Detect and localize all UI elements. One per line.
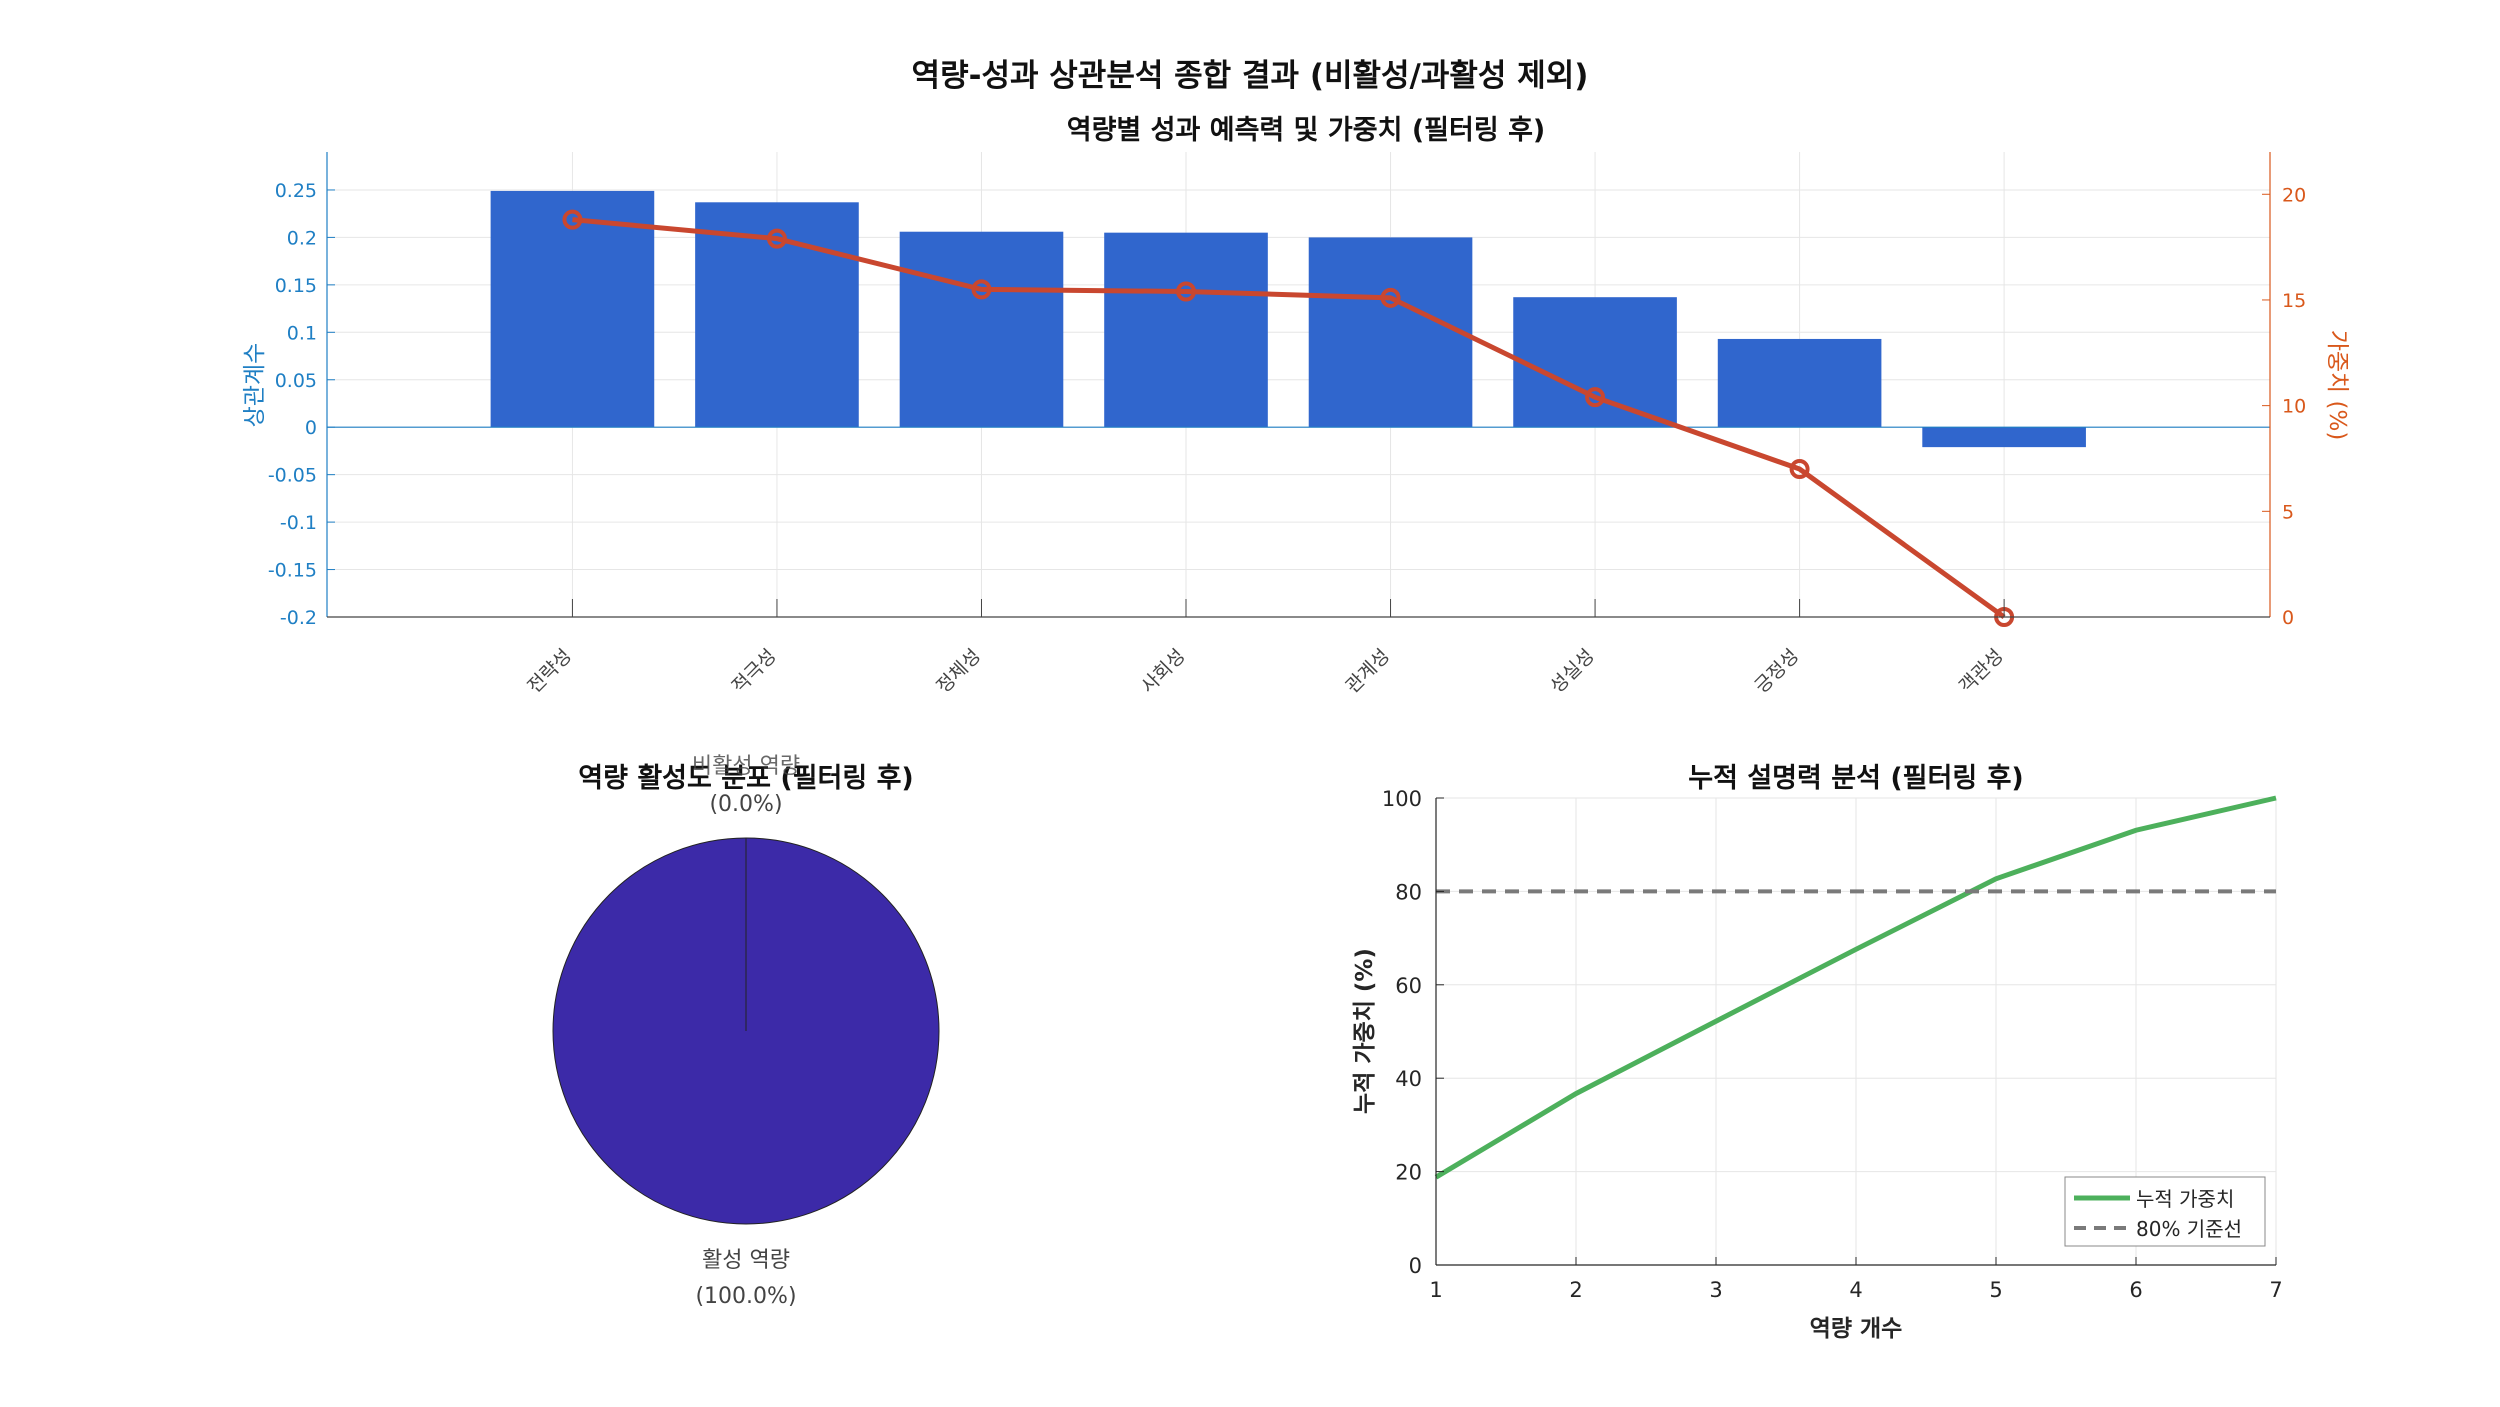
x-tick-label: 6 — [2129, 1278, 2142, 1302]
cumulative-xlabel: 역량 개수 — [1810, 1316, 1903, 1342]
x-tick-label: 전략성 — [523, 645, 576, 698]
bar-chart-title: 역량별 성과 예측력 및 가중치 (필터링 후) — [1067, 115, 1546, 146]
weight-marker — [1176, 281, 1197, 302]
x-tick-label: 객관성 — [1955, 645, 2008, 698]
bar-weight-chart: 역량별 성과 예측력 및 가중치 (필터링 후) -0.2 -0.15 -0.1 -0… — [242, 115, 2350, 698]
y-tick-label: 80 — [1395, 880, 1422, 904]
activity-pie-chart: 역량 활성도 분포 (필터링 후) 비활성 역량 (0.0%) 활성 역량 (1… — [552, 754, 940, 1309]
x-tick-label: 1 — [1429, 1278, 1442, 1302]
correlation-bar — [899, 231, 1064, 428]
legend-label-threshold: 80% 기준선 — [2136, 1217, 2242, 1241]
pie-percent-active: (100.0%) — [695, 1284, 796, 1309]
x-tick-label: 7 — [2269, 1278, 2282, 1302]
x-tick-label: 5 — [1989, 1278, 2002, 1302]
left-tick-label: -0.1 — [280, 512, 317, 534]
x-tick-label: 관계성 — [1341, 645, 1394, 698]
y-tick-label: 0 — [1409, 1254, 1422, 1278]
left-tick-label: 0.1 — [287, 322, 317, 344]
x-tick-label: 2 — [1569, 1278, 1582, 1302]
x-tick-label: 사회성 — [1137, 645, 1190, 698]
left-tick-label: 0.15 — [275, 275, 317, 297]
left-tick-label: 0.2 — [287, 227, 317, 249]
left-tick-label: 0.05 — [275, 370, 317, 392]
weight-marker — [1789, 459, 1810, 480]
weight-line-series — [562, 209, 2015, 627]
cumulative-axes: 1 2 3 4 5 6 7 0 20 40 60 80 100 — [1382, 787, 2283, 1302]
pie-label-inactive: 비활성 역량 — [692, 754, 800, 779]
pie-label-active: 활성 역량 — [702, 1248, 790, 1273]
weight-marker — [1585, 387, 1606, 408]
correlation-bar — [1308, 237, 1473, 428]
pie-chart-title: 역량 활성도 분포 (필터링 후) — [578, 763, 914, 794]
figure-title: 역량-성과 상관분석 종합 결과 (비활성/과활성 제외) — [912, 58, 1589, 94]
weight-marker — [766, 228, 787, 249]
left-tick-label: -0.05 — [268, 465, 317, 487]
correlation-bar — [490, 190, 655, 428]
y-tick-label: 100 — [1382, 787, 1422, 811]
x-tick-label: 긍정성 — [1750, 645, 1803, 698]
x-tick-label: 4 — [1849, 1278, 1862, 1302]
pie-percent-inactive: (0.0%) — [709, 792, 782, 817]
weight-marker — [971, 279, 992, 300]
left-axis-label: 상관계수 — [242, 343, 268, 428]
x-tick-label: 성실성 — [1546, 645, 1599, 698]
left-tick-label: -0.15 — [268, 560, 317, 582]
cumulative-legend: 누적 가중치 80% 기준선 — [2064, 1176, 2266, 1247]
right-tick-label: 15 — [2282, 290, 2306, 312]
weight-marker — [562, 209, 583, 230]
correlation-bar — [1717, 338, 1882, 428]
y-tick-label: 40 — [1395, 1067, 1422, 1091]
right-tick-label: 5 — [2282, 501, 2294, 523]
weight-line — [572, 217, 2006, 620]
left-tick-label: -0.2 — [280, 607, 317, 629]
x-tick-label: 3 — [1709, 1278, 1722, 1302]
legend-box — [2064, 1176, 2266, 1247]
y-tick-label: 60 — [1395, 974, 1422, 998]
right-tick-label: 20 — [2282, 184, 2306, 206]
cumulative-ylabel: 누적 가중치 (%) — [1352, 948, 1378, 1114]
left-tick-label: 0.25 — [275, 180, 317, 202]
correlation-bar — [1513, 297, 1677, 428]
weight-marker — [1380, 287, 1401, 308]
correlation-bar — [1104, 232, 1268, 428]
cumulative-line — [1434, 795, 2277, 1180]
cumulative-chart-title: 누적 설명력 분석 (필터링 후) — [1688, 763, 2024, 794]
cumulative-series — [1434, 795, 2277, 1180]
cumulative-chart: 누적 설명력 분석 (필터링 후) 1 2 3 4 5 6 7 0 20 40 60 80 100 역량… — [1352, 763, 2283, 1342]
y-tick-label: 20 — [1395, 1161, 1422, 1185]
left-tick-label: 0 — [305, 417, 317, 439]
correlation-bar — [695, 202, 859, 428]
legend-label-cumulative: 누적 가중치 — [2136, 1187, 2234, 1211]
x-tick-label: 정체성 — [932, 645, 985, 698]
x-tick-label: 적극성 — [728, 645, 781, 698]
right-tick-label: 10 — [2282, 396, 2306, 418]
correlation-bar — [1922, 427, 2086, 448]
right-axis-label: 가중치 (%) — [2324, 330, 2350, 441]
right-tick-label: 0 — [2282, 607, 2294, 629]
bar-series — [490, 190, 2086, 448]
